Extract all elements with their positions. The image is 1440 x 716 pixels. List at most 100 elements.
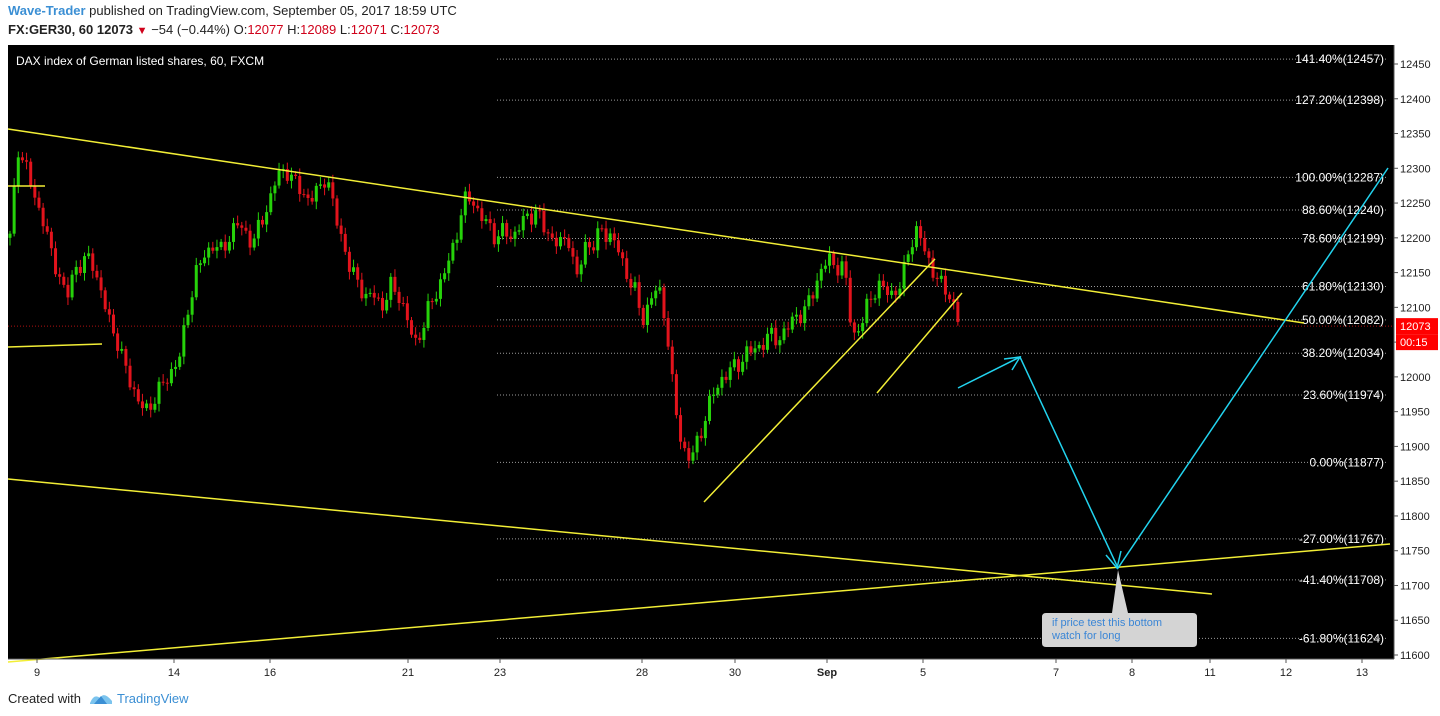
bear-candle [749,346,753,353]
bull-candle [840,261,844,276]
footer: Created with TradingView [0,686,1440,716]
bull-candle [654,290,658,299]
bear-candle [637,282,641,308]
bear-candle [20,157,24,161]
fib-level-label: 127.20%(12398) [1295,93,1384,107]
bull-candle [74,266,78,275]
bear-candle [919,226,923,239]
bull-candle [645,304,649,326]
bear-candle [844,261,848,278]
bull-candle [422,327,426,340]
bear-candle [124,348,128,366]
bear-candle [347,251,351,272]
bear-candle [78,266,82,273]
fib-level-label: 78.60%(12199) [1302,232,1384,246]
bull-candle [215,247,219,251]
bear-candle [612,233,616,241]
bull-candle [327,182,331,188]
fib-level-label: 100.00%(12287) [1295,170,1384,184]
bull-candle [252,238,256,248]
x-tick-label: 13 [1356,667,1368,679]
plot-area [8,45,1394,659]
bull-candle [745,346,749,362]
fib-level-label: -61.80%(11624) [1299,631,1384,645]
bear-candle [476,205,480,209]
bear-candle [670,346,674,375]
bull-candle [145,403,149,409]
bull-candle [368,292,372,294]
bear-candle [58,274,62,277]
bear-candle [381,297,385,311]
bull-candle [732,359,736,368]
bull-candle [194,265,198,298]
bear-candle [948,294,952,300]
bull-candle [501,223,505,237]
bear-candle [116,333,120,351]
last-price-label: 12073 [1400,321,1431,333]
bull-candle [438,279,442,299]
bear-candle [736,359,740,372]
bear-candle [323,184,327,188]
bear-candle [666,318,670,347]
bull-candle [447,260,451,274]
bear-candle [674,374,678,416]
trendline[interactable] [703,258,936,503]
bull-candle [790,316,794,330]
trendline[interactable] [876,292,963,394]
bear-candle [894,290,898,296]
chart-area[interactable]: 141.40%(12457) 127.20%(12398) 100.00%(1228… [0,40,1440,686]
bull-candle [861,323,865,332]
bear-candle [111,314,115,334]
bull-candle [741,361,745,372]
bull-candle [695,435,699,453]
bear-candle [662,287,666,319]
bear-candle [211,247,215,251]
bull-candle [169,368,173,384]
bear-candle [161,381,165,383]
bear-candle [306,194,310,198]
bull-candle [728,367,732,380]
x-tick-label: 21 [402,667,414,679]
bull-candle [890,290,894,296]
projection-path[interactable] [957,167,1389,570]
bear-candle [33,186,37,198]
trendline[interactable] [7,478,1213,595]
bull-candle [770,327,774,334]
price-change: −54 (−0.44%) [151,22,230,37]
bear-candle [546,232,550,234]
symbol-line: FX:GER30, 60 12073 ▼ −54 (−0.44%) O:1207… [8,22,440,37]
bear-candle [943,275,947,295]
tradingview-brand[interactable]: TradingView [117,691,189,706]
bear-candle [923,238,927,252]
bull-candle [857,331,861,333]
bull-candle [906,254,910,262]
bear-candle [372,292,376,298]
bear-candle [492,223,496,245]
author-link[interactable]: Wave-Trader [8,3,86,18]
bull-candle [455,239,459,243]
bear-candle [683,441,687,449]
bear-candle [41,207,45,227]
bull-candle [720,376,724,388]
trendline[interactable] [7,128,1305,324]
trendline[interactable] [7,343,103,348]
bull-candle [434,298,438,302]
bear-candle [45,226,49,232]
trendline[interactable] [7,543,1391,663]
bull-candle [716,387,720,395]
bull-candle [513,231,517,239]
tradingview-logo-icon [90,695,112,704]
bear-candle [103,290,107,310]
bear-candle [132,387,136,390]
bear-candle [430,301,434,303]
price-chart[interactable]: 141.40%(12457) 127.20%(12398) 100.00%(1228… [0,40,1440,686]
bear-candle [538,210,542,212]
bull-candle [207,247,211,258]
bull-candle [765,333,769,350]
bull-candle [877,280,881,299]
bear-candle [592,247,596,251]
bull-candle [823,265,827,269]
y-tick-label: 11850 [1400,476,1430,488]
y-tick-label: 12400 [1400,94,1431,106]
x-tick-label: 11 [1204,667,1215,679]
